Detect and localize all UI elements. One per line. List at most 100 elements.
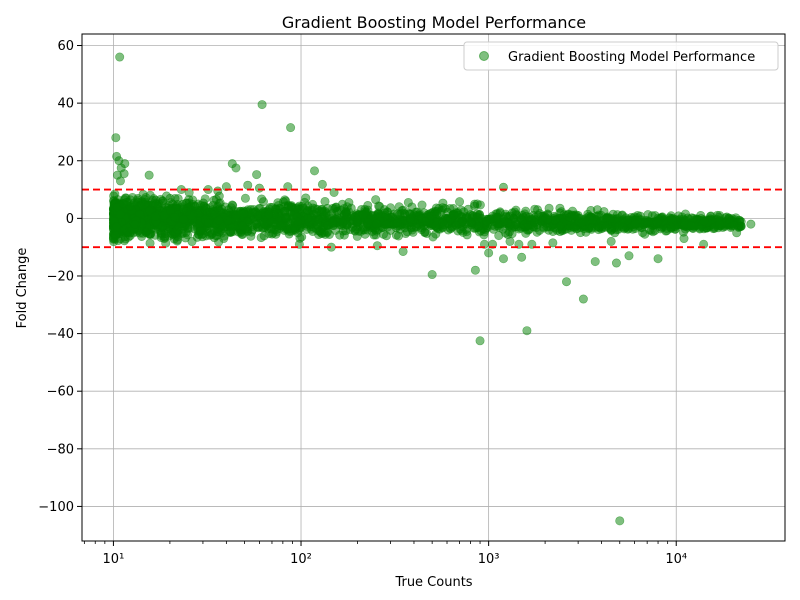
data-point bbox=[252, 170, 262, 180]
data-point bbox=[601, 222, 611, 232]
data-point bbox=[150, 211, 160, 221]
data-point bbox=[455, 197, 465, 207]
data-point bbox=[119, 169, 129, 179]
data-point bbox=[115, 176, 125, 186]
data-point bbox=[257, 100, 267, 110]
data-point bbox=[472, 209, 482, 219]
y-tick-label: 40 bbox=[57, 97, 74, 112]
data-point bbox=[358, 210, 368, 220]
x-tick-label: 10¹ bbox=[103, 552, 125, 567]
data-point bbox=[264, 210, 274, 220]
data-point bbox=[714, 219, 724, 229]
data-point bbox=[494, 222, 504, 232]
data-point bbox=[184, 188, 194, 198]
data-point bbox=[403, 197, 413, 207]
data-point bbox=[178, 204, 188, 214]
y-tick-label: 20 bbox=[57, 154, 74, 169]
data-point bbox=[239, 209, 249, 219]
x-axis-ticks: 10¹ 10² 10³ 10⁴ bbox=[83, 541, 687, 567]
data-point bbox=[561, 277, 571, 287]
data-point bbox=[201, 203, 211, 213]
data-point bbox=[145, 238, 155, 248]
data-point bbox=[398, 246, 408, 256]
data-point bbox=[686, 221, 696, 231]
data-point bbox=[555, 203, 565, 213]
data-point bbox=[430, 221, 440, 231]
data-point bbox=[130, 219, 140, 229]
data-point bbox=[592, 205, 602, 215]
data-point bbox=[145, 206, 155, 216]
data-point bbox=[640, 218, 650, 228]
chart-title: Gradient Boosting Model Performance bbox=[282, 13, 586, 32]
data-point bbox=[517, 252, 527, 262]
data-point bbox=[237, 221, 247, 231]
data-point bbox=[611, 258, 621, 268]
data-point bbox=[331, 203, 341, 213]
data-point bbox=[363, 218, 373, 228]
data-point bbox=[145, 190, 155, 200]
data-point bbox=[498, 254, 508, 264]
data-point bbox=[231, 210, 241, 220]
data-point bbox=[543, 214, 553, 224]
data-point bbox=[515, 213, 525, 223]
y-axis-label: Fold Change bbox=[15, 248, 30, 329]
data-point bbox=[317, 207, 327, 217]
x-axis-label: True Counts bbox=[394, 575, 472, 590]
data-point bbox=[343, 207, 353, 217]
y-tick-label: −40 bbox=[47, 327, 74, 342]
data-point bbox=[451, 220, 461, 230]
data-point bbox=[231, 163, 241, 173]
y-tick-label: 60 bbox=[57, 39, 74, 54]
data-point bbox=[548, 238, 558, 248]
data-point bbox=[615, 516, 625, 526]
data-point bbox=[680, 209, 690, 219]
data-point bbox=[568, 206, 578, 216]
data-point bbox=[209, 195, 219, 205]
data-point bbox=[115, 52, 125, 62]
data-point bbox=[153, 201, 163, 211]
data-point bbox=[466, 217, 476, 227]
data-point bbox=[248, 208, 258, 218]
threshold-lines bbox=[82, 188, 785, 249]
data-point bbox=[144, 170, 154, 180]
data-point bbox=[606, 236, 616, 246]
legend-marker bbox=[479, 51, 489, 61]
data-point bbox=[215, 206, 225, 216]
data-point bbox=[610, 228, 620, 238]
data-point bbox=[120, 234, 130, 244]
data-point bbox=[624, 251, 634, 261]
data-point bbox=[696, 210, 706, 220]
data-point bbox=[312, 220, 322, 230]
data-point bbox=[386, 203, 396, 213]
data-point bbox=[504, 227, 514, 237]
data-point bbox=[309, 209, 319, 219]
data-point bbox=[118, 199, 128, 209]
data-point bbox=[314, 230, 324, 240]
data-point bbox=[381, 220, 391, 230]
data-point bbox=[372, 241, 382, 251]
data-point bbox=[214, 215, 224, 225]
data-points bbox=[108, 52, 756, 526]
data-point bbox=[530, 218, 540, 228]
data-point bbox=[622, 215, 632, 225]
data-point bbox=[476, 226, 486, 236]
data-point bbox=[213, 186, 223, 196]
data-point bbox=[157, 221, 167, 231]
x-tick-label: 10² bbox=[290, 552, 312, 567]
data-point bbox=[533, 210, 543, 220]
data-point bbox=[115, 210, 125, 220]
x-tick-label: 10⁴ bbox=[665, 552, 687, 567]
data-point bbox=[280, 195, 290, 205]
data-point bbox=[395, 209, 405, 219]
data-point bbox=[291, 203, 301, 213]
data-point bbox=[185, 223, 195, 233]
data-point bbox=[426, 211, 436, 221]
data-point bbox=[310, 166, 320, 176]
data-point bbox=[179, 214, 189, 224]
data-point bbox=[475, 336, 485, 346]
data-point bbox=[505, 219, 515, 229]
legend: Gradient Boosting Model Performance bbox=[463, 41, 779, 71]
data-point bbox=[661, 226, 671, 236]
